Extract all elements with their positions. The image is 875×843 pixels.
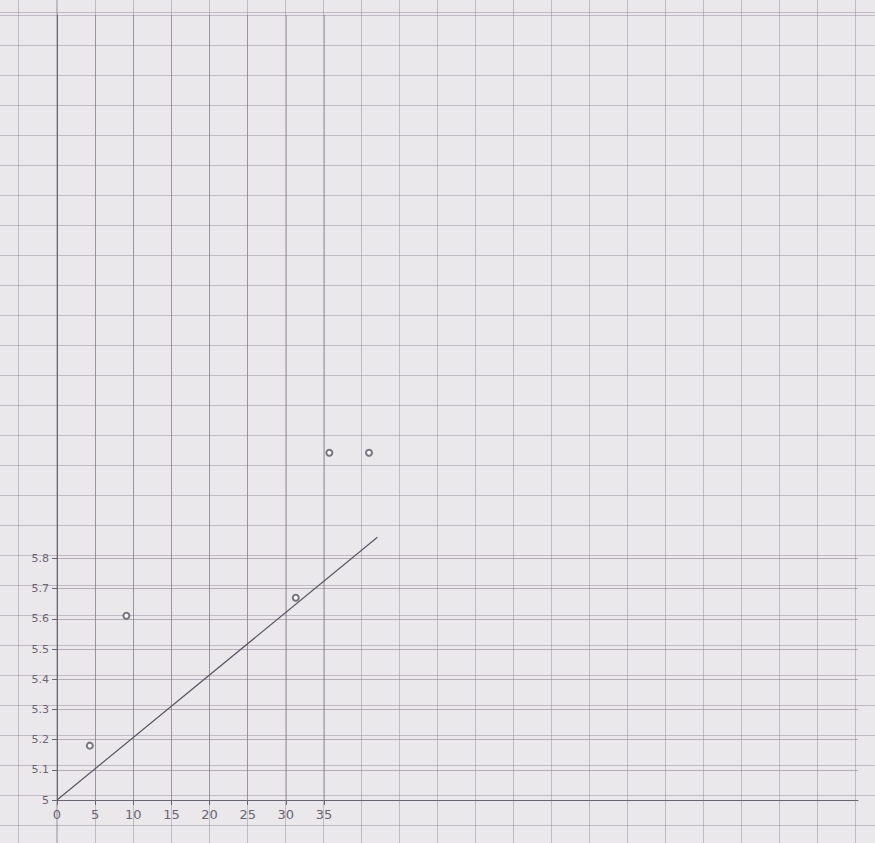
svg-text:35: 35 (316, 807, 333, 822)
svg-text:5.4: 5.4 (32, 673, 50, 686)
svg-text:30: 30 (278, 807, 295, 822)
svg-text:25: 25 (239, 807, 256, 822)
svg-text:5.3: 5.3 (32, 703, 50, 716)
svg-text:5.8: 5.8 (32, 552, 50, 565)
svg-text:5.6: 5.6 (32, 612, 50, 625)
svg-text:5.1: 5.1 (32, 763, 50, 776)
svg-text:0: 0 (53, 807, 61, 822)
svg-text:5: 5 (91, 807, 99, 822)
svg-text:5.7: 5.7 (32, 582, 50, 595)
svg-text:10: 10 (125, 807, 142, 822)
svg-text:5.2: 5.2 (32, 733, 50, 746)
svg-text:5.5: 5.5 (32, 643, 50, 656)
svg-text:20: 20 (201, 807, 218, 822)
svg-text:15: 15 (163, 807, 180, 822)
svg-text:5: 5 (42, 794, 49, 807)
